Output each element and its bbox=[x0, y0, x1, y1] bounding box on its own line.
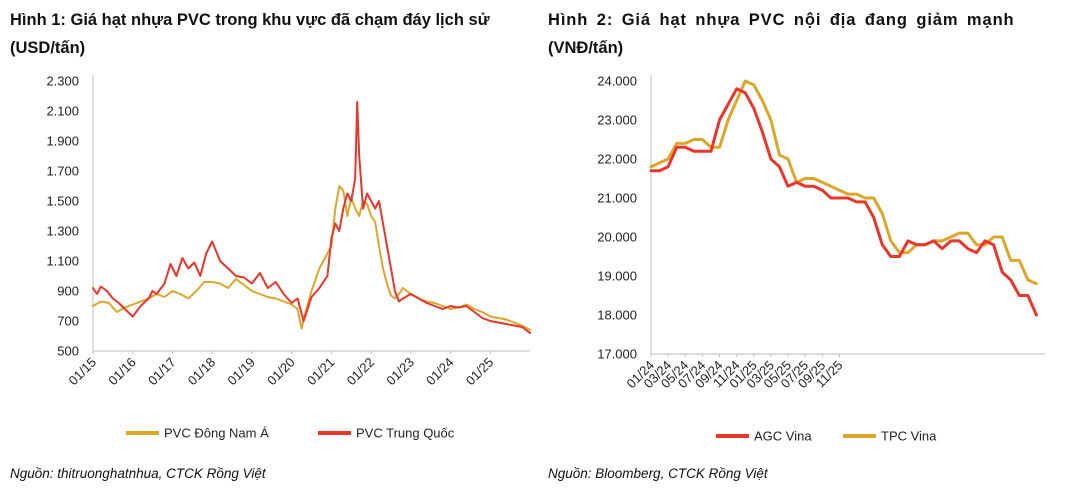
chart-title-line1: Hình 2: Giá hạt nhựa PVC nội địa đang gi… bbox=[548, 11, 1015, 29]
series-line-pvc-ng-nam- bbox=[92, 185, 531, 331]
y-tick-label: 500 bbox=[57, 344, 79, 359]
y-tick-label: 20.000 bbox=[597, 230, 637, 245]
legend-label: TPC Vina bbox=[881, 429, 937, 444]
chart-panel-left: Hình 1: Giá hạt nhựa PVC trong khu vực đ… bbox=[0, 0, 537, 500]
legend-label: AGC Vina bbox=[754, 429, 812, 444]
chart-title: Hình 2: Giá hạt nhựa PVC nội địa đang gi… bbox=[548, 6, 1075, 62]
legend-label: PVC Trung Quốc bbox=[356, 426, 455, 441]
y-tick-label: 2.100 bbox=[46, 104, 79, 119]
legend-label: PVC Đông Nam Á bbox=[164, 426, 269, 441]
y-tick-label: 17.000 bbox=[597, 347, 637, 362]
x-tick-label: 01/15 bbox=[66, 355, 100, 389]
x-tick-label: 01/19 bbox=[224, 355, 258, 389]
chart-title: Hình 1: Giá hạt nhựa PVC trong khu vực đ… bbox=[10, 6, 540, 62]
series-line-pvc-trung-qu-c bbox=[92, 101, 531, 334]
y-tick-label: 1.900 bbox=[46, 134, 79, 149]
pvc-vnd-line-chart: 17.000 18.000 19.000 20.000 21.000 22.000 23.0… bbox=[597, 74, 1045, 444]
series-line-agc-vina bbox=[649, 87, 1038, 317]
x-tick-label: 01/18 bbox=[185, 355, 219, 389]
chart-source: Nguồn: Bloomberg, CTCK Rồng Việt bbox=[548, 466, 768, 481]
y-tick-label: 900 bbox=[57, 284, 79, 299]
y-tick-label: 1.500 bbox=[46, 194, 79, 209]
y-tick-label: 18.000 bbox=[597, 308, 637, 323]
y-tick-label: 700 bbox=[57, 314, 79, 329]
y-tick-label: 21.000 bbox=[597, 191, 637, 206]
y-tick-label: 1.100 bbox=[46, 254, 79, 269]
x-tick-label: 01/20 bbox=[264, 355, 298, 389]
x-tick-label: 01/23 bbox=[383, 355, 417, 389]
chart-source: Nguồn: thitruonghatnhua, CTCK Rồng Việt bbox=[10, 466, 266, 481]
y-tick-label: 23.000 bbox=[597, 113, 637, 128]
pvc-usd-line-chart: 500 700 900 1.100 1.300 1.500 1.700 1.900 2.100 2… bbox=[46, 74, 531, 441]
x-tick-label: 01/16 bbox=[105, 355, 139, 389]
chart-panel-right: Hình 2: Giá hạt nhựa PVC nội địa đang gi… bbox=[538, 0, 1075, 500]
x-tick-label: 01/22 bbox=[344, 355, 378, 389]
chart-title-line2: (VNĐ/tấn) bbox=[548, 39, 624, 57]
x-tick-label: 01/24 bbox=[423, 355, 457, 389]
chart-title-line1: Hình 1: Giá hạt nhựa PVC trong khu vực đ… bbox=[10, 11, 490, 29]
x-tick-label: 01/21 bbox=[304, 355, 338, 389]
series-line-tpc-vina bbox=[649, 79, 1038, 286]
y-tick-label: 1.300 bbox=[46, 224, 79, 239]
y-tick-label: 2.300 bbox=[46, 74, 79, 89]
y-tick-label: 19.000 bbox=[597, 269, 637, 284]
x-tick-label: 01/25 bbox=[463, 355, 497, 389]
y-tick-label: 22.000 bbox=[597, 152, 637, 167]
chart-title-line2: (USD/tấn) bbox=[10, 39, 86, 57]
y-tick-label: 1.700 bbox=[46, 164, 79, 179]
x-tick-label: 01/17 bbox=[145, 355, 179, 389]
y-tick-label: 24.000 bbox=[597, 74, 637, 89]
